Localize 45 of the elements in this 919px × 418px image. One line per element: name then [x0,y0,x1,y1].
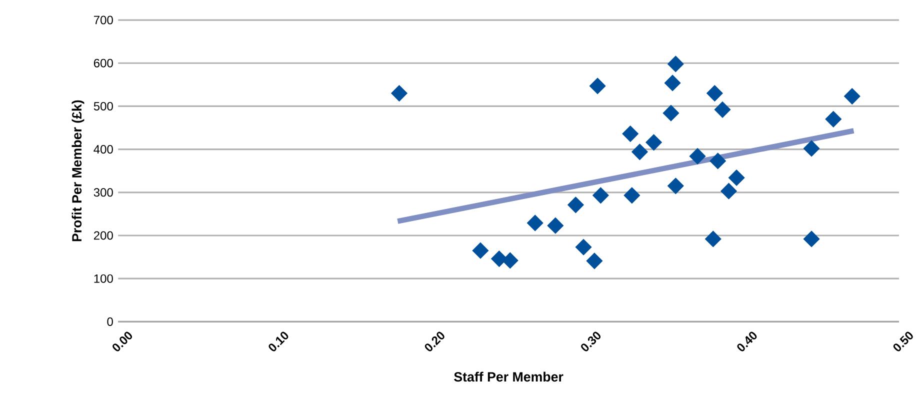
point [844,88,860,105]
x-tick-label: 0.00 [112,332,132,352]
point [720,183,737,200]
point [568,196,584,214]
point [803,140,820,157]
point [589,78,606,94]
point [646,134,662,151]
x-tick-label: 0.50 [893,332,913,352]
point [714,102,731,118]
x-tick-label: 0.30 [581,332,601,352]
y-tick-label: 300 [94,188,113,197]
x-tick-label: 0.40 [737,332,757,352]
point [391,85,408,102]
y-tick-label: 200 [94,231,113,240]
point [586,252,603,270]
point [704,230,722,248]
x-axis-title: Staff Per Member [454,372,564,382]
point [803,230,820,248]
point [728,170,745,186]
point [502,252,518,269]
point [667,178,684,194]
point [472,242,489,259]
y-tick-label: 0 [107,318,113,326]
point [706,85,723,102]
point [622,126,639,142]
point [662,105,680,122]
point [664,74,681,92]
y-tick-label: 700 [94,16,113,24]
point [710,152,726,170]
y-axis-title: Profit Per Member (£k) [72,100,84,242]
y-tick-label: 100 [94,274,113,283]
y-tick-label: 600 [94,58,113,68]
y-tick-label: 500 [94,102,113,111]
point [547,217,564,234]
point [526,214,544,232]
x-tick-label: 0.20 [424,332,444,352]
point [825,111,842,128]
point [624,187,640,204]
point [592,187,609,204]
point [689,148,706,165]
x-tick-label: 0.10 [268,332,288,352]
point [667,56,684,72]
y-tick-label: 400 [94,145,113,154]
point [632,144,648,160]
point [575,239,592,256]
